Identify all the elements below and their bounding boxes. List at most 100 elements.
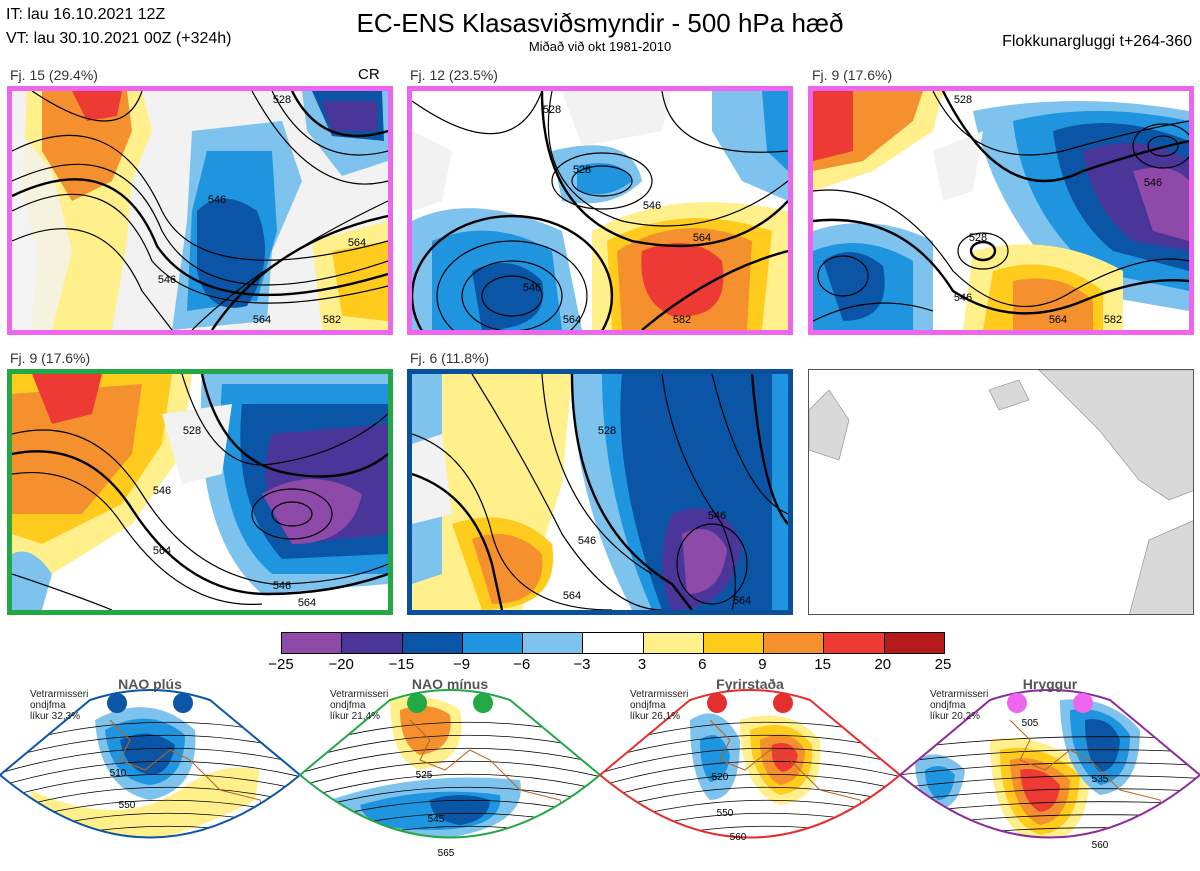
- regime-info-line: ondjfma: [330, 700, 366, 711]
- colorbar-tick-label: 6: [698, 656, 707, 673]
- contour-label: 545: [428, 814, 445, 825]
- colorbar-segment: [764, 633, 825, 653]
- colorbar-tick-label: −9: [452, 656, 471, 673]
- colorbar-segment: [523, 633, 584, 653]
- contour-label: 535: [1092, 774, 1109, 785]
- regime-info-line: líkur 21,4%: [330, 711, 381, 722]
- regime-marker: [1073, 693, 1093, 713]
- regime-info-line: líkur 20,2%: [930, 711, 981, 722]
- regime-marker: [707, 693, 727, 713]
- colorbar-tick-label: 25: [934, 656, 952, 673]
- contour-label: 564: [153, 545, 171, 557]
- init-time: IT: lau 16.10.2021 12Z: [6, 6, 166, 23]
- colorbar-segment: [824, 633, 885, 653]
- contour-label: 546: [523, 282, 541, 294]
- regime-marker: [773, 693, 793, 713]
- contour-label: 546: [954, 292, 972, 304]
- panel-3-label: Fj. 9 (17.6%): [812, 67, 893, 83]
- contour-label: 546: [158, 274, 176, 286]
- contour-label: 546: [708, 510, 726, 522]
- contour-label: 564: [733, 595, 751, 607]
- colorbar-segment: [282, 633, 343, 653]
- empty-map-panel: [808, 369, 1194, 615]
- regime-marker: [473, 693, 493, 713]
- contour-label: 528: [969, 232, 987, 244]
- contour-label: 510: [110, 768, 127, 779]
- colorbar-segment: [583, 633, 644, 653]
- panel-1-label: Fj. 15 (29.4%): [10, 67, 98, 83]
- contour-label: 564: [253, 314, 271, 326]
- panel-5-label: Fj. 6 (11.8%): [410, 350, 490, 366]
- regime-info-line: Vetrarmisseri: [330, 689, 389, 700]
- regime-marker: [107, 693, 127, 713]
- cluster-map-3: 528 528 546 546 564 582: [808, 86, 1194, 335]
- regime-info: Vetrarmisseri ondjfma líkur 32,3%: [30, 689, 88, 722]
- regime-info-line: Vetrarmisseri: [930, 689, 989, 700]
- contour-label: 564: [693, 232, 711, 244]
- colorbar-tick-label: −6: [513, 656, 531, 673]
- anomaly-colorbar: [281, 632, 945, 654]
- contour-label: 505: [1022, 718, 1039, 729]
- regime-marker: [407, 693, 427, 713]
- cluster-map-1: 528 546 546 564 564 582: [7, 86, 393, 335]
- regime-info-line: líkur 26,1%: [630, 711, 681, 722]
- contour-label: 546: [273, 580, 291, 592]
- contour-label: 565: [438, 848, 455, 859]
- colorbar-segment: [703, 633, 765, 653]
- regime-info-line: ondjfma: [630, 700, 666, 711]
- colorbar-tick-label: −3: [573, 656, 591, 673]
- contour-label: 550: [119, 800, 136, 811]
- contour-label: 564: [1049, 314, 1067, 326]
- regime-info: Vetrarmisseri ondjfma líkur 26,1%: [630, 689, 688, 722]
- colorbar-segment: [342, 633, 403, 653]
- contour-label: 546: [208, 194, 226, 206]
- contour-label: 528: [183, 425, 201, 437]
- cluster-map-2: 528 528 546 546 564 564 582: [407, 86, 793, 335]
- chart-title: EC-ENS Klasasviðsmyndir - 500 hPa hæð: [356, 8, 844, 38]
- contour-label: 528: [598, 425, 616, 437]
- classification-window: Flokkunargluggi t+264-360: [1002, 33, 1192, 50]
- colorbar-tick-label: −20: [328, 656, 354, 673]
- panel-1-tag: CR: [358, 66, 380, 83]
- contour-label: 546: [153, 485, 171, 497]
- regime-info: Vetrarmisseri ondjfma líkur 20,2%: [930, 689, 988, 722]
- panel-4-label: Fj. 9 (17.6%): [10, 350, 91, 366]
- colorbar-tick-label: −15: [388, 656, 415, 673]
- regime-marker: [173, 693, 193, 713]
- contour-label: 546: [643, 200, 661, 212]
- contour-label: 582: [1104, 314, 1122, 326]
- colorbar-tick-label: −25: [268, 656, 294, 673]
- contour-label: 525: [416, 770, 433, 781]
- contour-label: 528: [954, 94, 972, 106]
- contour-label: 582: [323, 314, 341, 326]
- colorbar-segment: [462, 633, 524, 653]
- regime-info-line: ondjfma: [30, 700, 66, 711]
- colorbar-tick-label: 20: [874, 656, 892, 673]
- contour-label: 528: [543, 104, 561, 116]
- regime-info-line: líkur 32,3%: [30, 711, 81, 722]
- cluster-map-4: 528 546 546 564 564: [7, 369, 393, 615]
- panel-2-label: Fj. 12 (23.5%): [410, 67, 498, 83]
- colorbar-tick-label: 9: [758, 656, 767, 673]
- contour-label: 528: [273, 94, 291, 106]
- contour-label: 564: [563, 314, 581, 326]
- regime-info: Vetrarmisseri ondjfma líkur 21,4%: [330, 689, 388, 722]
- valid-time: VT: lau 30.10.2021 00Z (+324h): [6, 30, 232, 47]
- cluster-map-5: 528 546 546 564 564: [407, 369, 793, 615]
- contour-label: 546: [578, 535, 596, 547]
- chart-subtitle: Miðað við okt 1981-2010: [528, 39, 672, 54]
- contour-label: 520: [712, 772, 729, 783]
- contour-label: 564: [563, 590, 581, 602]
- colorbar-segment: [884, 633, 944, 653]
- colorbar-tick-label: 15: [814, 656, 831, 673]
- contour-label: 560: [730, 832, 747, 843]
- regime-name: NAO mínus: [411, 676, 489, 692]
- regime-name: Fyrirstaða: [716, 676, 784, 692]
- colorbar-tick-label: 3: [637, 656, 647, 673]
- contour-label: 528: [573, 164, 591, 176]
- regime-name: NAO plús: [118, 676, 182, 692]
